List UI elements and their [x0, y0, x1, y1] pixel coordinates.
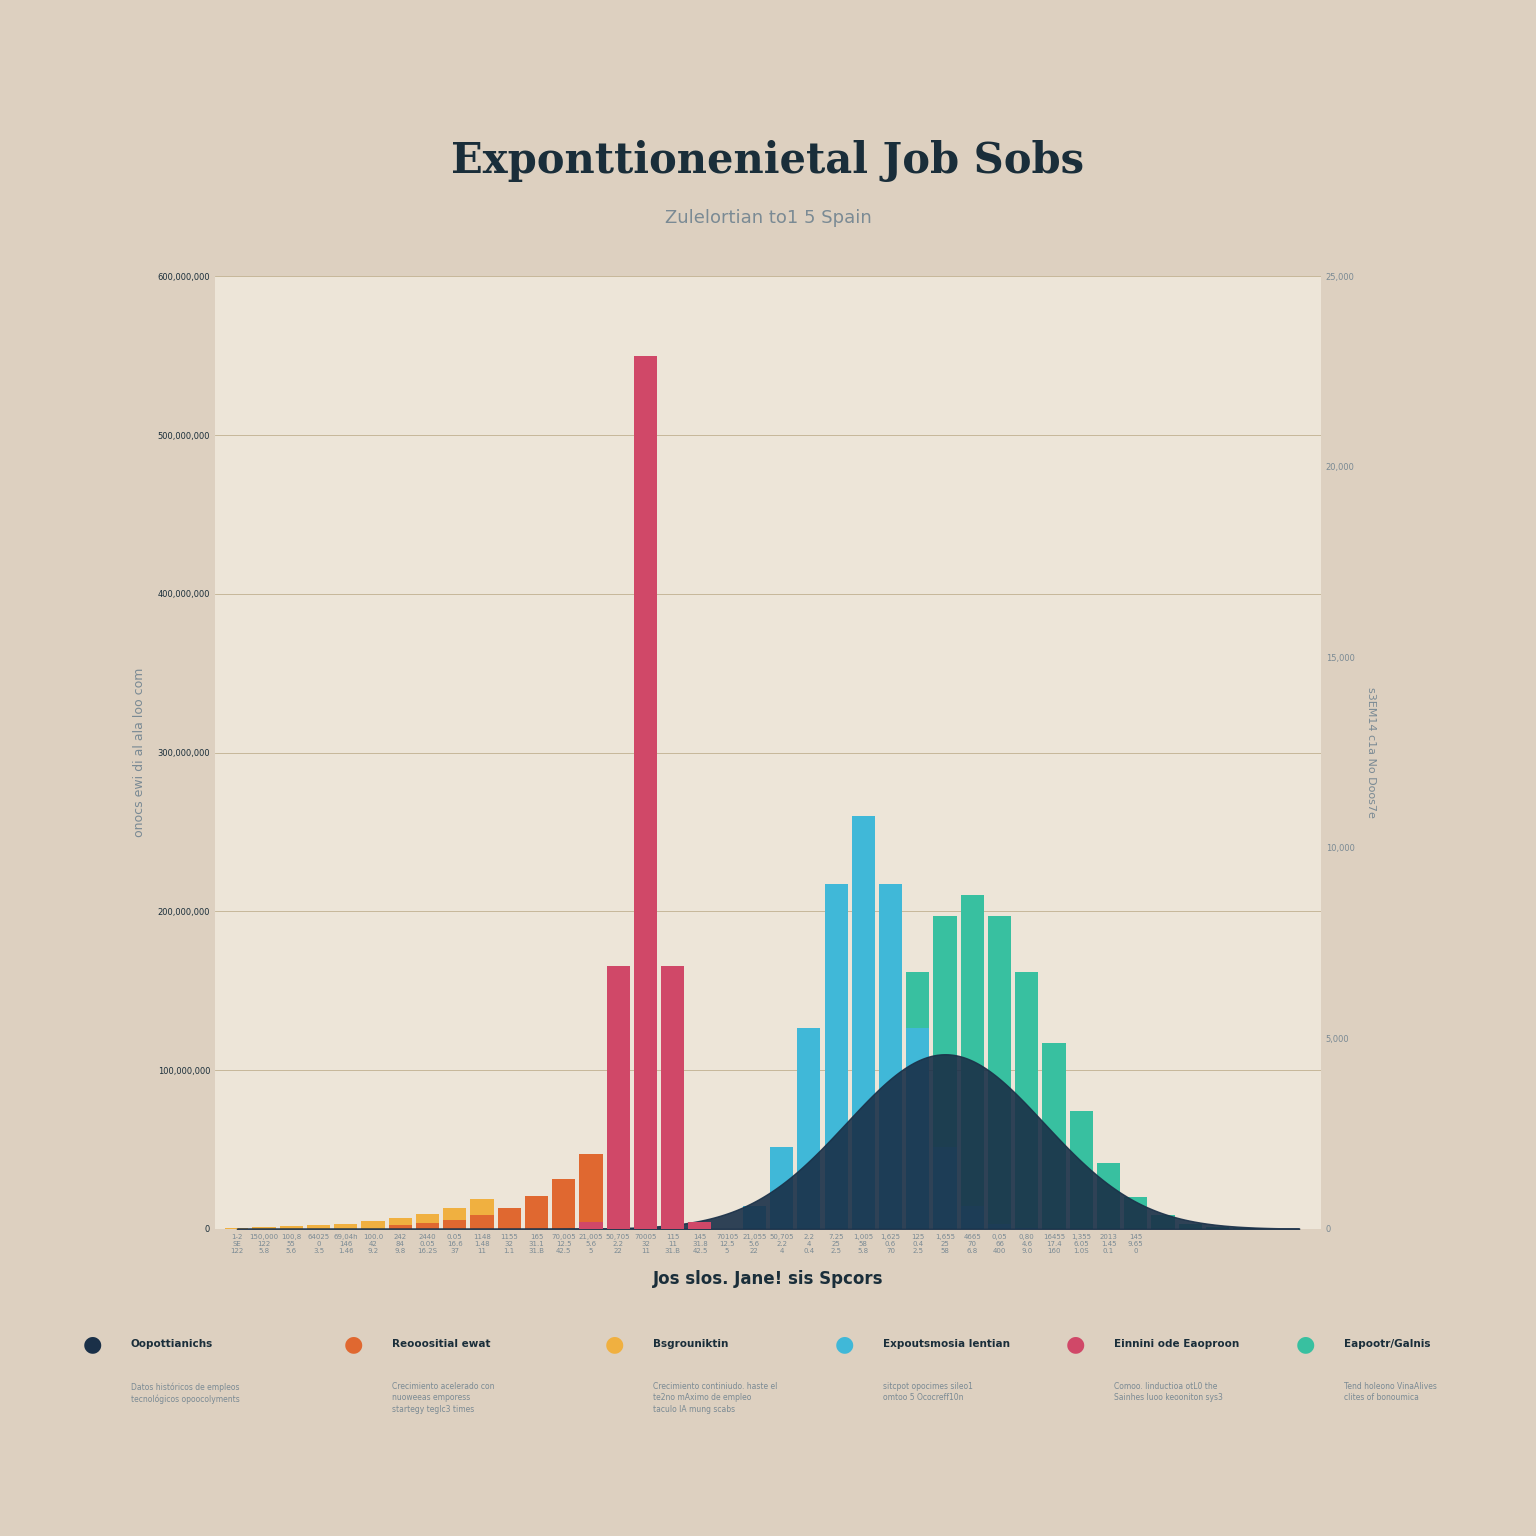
Bar: [389, 1218, 412, 1229]
Bar: [988, 917, 1011, 1229]
Bar: [852, 816, 876, 1229]
Text: ●: ●: [1066, 1333, 1084, 1355]
Bar: [934, 1147, 957, 1229]
Bar: [525, 1197, 548, 1229]
Bar: [1206, 1227, 1229, 1229]
Text: Reooositial ewat: Reooositial ewat: [392, 1339, 490, 1349]
X-axis label: Jos slos. Jane! sis Spcors: Jos slos. Jane! sis Spcors: [653, 1270, 883, 1289]
Text: ●: ●: [1296, 1333, 1315, 1355]
Bar: [470, 1200, 493, 1229]
Bar: [660, 966, 684, 1229]
Text: Crecimiento acelerado con
nuoweeas emporess
startegy teglc3 times: Crecimiento acelerado con nuoweeas empor…: [392, 1382, 495, 1413]
Text: ●: ●: [836, 1333, 854, 1355]
Bar: [1015, 972, 1038, 1229]
Text: ●: ●: [83, 1333, 101, 1355]
Bar: [1069, 1111, 1092, 1229]
Bar: [797, 1028, 820, 1229]
Bar: [307, 1226, 330, 1229]
Bar: [551, 1180, 576, 1229]
Text: sitcpot opocimes sileo1
omtoo 5 Ococreff10n: sitcpot opocimes sileo1 omtoo 5 Ococreff…: [883, 1382, 974, 1402]
Bar: [934, 917, 957, 1229]
Y-axis label: onocs ewi di al ala loo com: onocs ewi di al ala loo com: [134, 668, 146, 837]
Text: Einnini ode Eaoproon: Einnini ode Eaoproon: [1114, 1339, 1240, 1349]
Bar: [1178, 1224, 1201, 1229]
Bar: [1043, 1043, 1066, 1229]
Bar: [444, 1220, 467, 1229]
Bar: [1097, 1163, 1120, 1229]
Bar: [252, 1227, 275, 1229]
Bar: [498, 1207, 521, 1229]
Bar: [335, 1224, 358, 1229]
Bar: [634, 356, 657, 1229]
Bar: [389, 1224, 412, 1229]
Text: Expoutsmosia lentian: Expoutsmosia lentian: [883, 1339, 1011, 1349]
Y-axis label: s3EM14 c1a No Doos7e: s3EM14 c1a No Doos7e: [1366, 687, 1376, 819]
Bar: [906, 1028, 929, 1229]
Bar: [906, 972, 929, 1229]
Bar: [770, 1147, 793, 1229]
Bar: [879, 885, 902, 1229]
Bar: [579, 1221, 602, 1229]
Text: Crecimiento continiudo. haste el
te2no mAximo de empleo
taculo lA mung scabs: Crecimiento continiudo. haste el te2no m…: [653, 1382, 777, 1413]
Bar: [1124, 1197, 1147, 1229]
Bar: [960, 1206, 985, 1229]
Bar: [852, 1111, 876, 1229]
Bar: [470, 1215, 493, 1229]
Bar: [879, 1043, 902, 1229]
Bar: [825, 1163, 848, 1229]
Text: Datos históricos de empleos
tecnológicos opoocolyments: Datos históricos de empleos tecnológicos…: [131, 1382, 240, 1404]
Bar: [825, 885, 848, 1229]
Bar: [444, 1207, 467, 1229]
Text: Comoo. linductioa otL0 the
Sainhes luoo keooniton sys3: Comoo. linductioa otL0 the Sainhes luoo …: [1114, 1382, 1223, 1402]
Bar: [579, 1154, 602, 1229]
Text: Zulelortian to1 5 Spain: Zulelortian to1 5 Spain: [665, 209, 871, 227]
Text: ●: ●: [605, 1333, 624, 1355]
Bar: [416, 1223, 439, 1229]
Bar: [280, 1226, 303, 1229]
Bar: [607, 1115, 630, 1229]
Bar: [688, 1221, 711, 1229]
Text: Tend holeono VinaAlives
clites of bonoumica: Tend holeono VinaAlives clites of bonoum…: [1344, 1382, 1436, 1402]
Bar: [607, 966, 630, 1229]
Bar: [634, 1055, 657, 1229]
Bar: [416, 1213, 439, 1229]
Text: Eapootr/Galnis: Eapootr/Galnis: [1344, 1339, 1430, 1349]
Bar: [797, 1197, 820, 1229]
Bar: [1152, 1215, 1175, 1229]
Text: Oopottianichs: Oopottianichs: [131, 1339, 214, 1349]
Bar: [960, 895, 985, 1229]
Bar: [743, 1206, 766, 1229]
Text: Bsgrouniktin: Bsgrouniktin: [653, 1339, 728, 1349]
Text: Exponttionenietal Job Sobs: Exponttionenietal Job Sobs: [452, 140, 1084, 183]
Text: ●: ●: [344, 1333, 362, 1355]
Bar: [361, 1221, 384, 1229]
Bar: [988, 1224, 1011, 1229]
